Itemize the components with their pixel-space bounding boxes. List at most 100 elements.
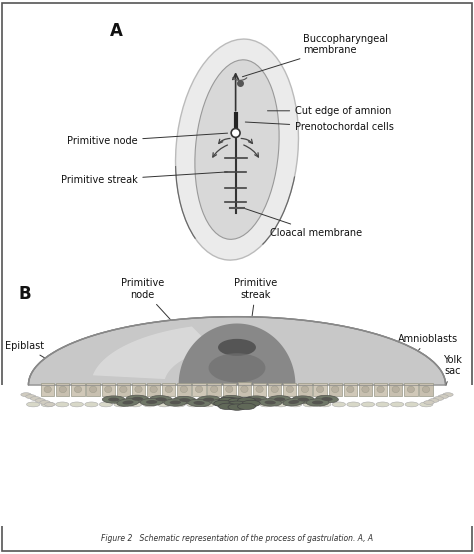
Ellipse shape: [245, 396, 267, 403]
Ellipse shape: [292, 396, 315, 403]
Polygon shape: [147, 383, 160, 396]
Ellipse shape: [201, 402, 215, 407]
Ellipse shape: [45, 402, 55, 407]
Ellipse shape: [264, 401, 276, 404]
Ellipse shape: [362, 386, 369, 393]
Ellipse shape: [117, 398, 139, 406]
Ellipse shape: [26, 394, 36, 398]
Text: Primitive node: Primitive node: [67, 133, 228, 146]
Ellipse shape: [301, 386, 309, 393]
Ellipse shape: [135, 386, 142, 393]
Ellipse shape: [424, 401, 434, 404]
Ellipse shape: [143, 402, 156, 407]
Ellipse shape: [210, 386, 218, 393]
Circle shape: [231, 129, 240, 137]
Ellipse shape: [405, 402, 419, 407]
Ellipse shape: [237, 403, 255, 409]
Ellipse shape: [409, 405, 418, 409]
Polygon shape: [71, 383, 85, 396]
Ellipse shape: [100, 402, 113, 407]
Ellipse shape: [120, 386, 127, 393]
Ellipse shape: [407, 386, 415, 393]
Text: B: B: [19, 285, 32, 303]
Polygon shape: [162, 383, 175, 396]
Text: Yolk
sac: Yolk sac: [442, 355, 462, 398]
Ellipse shape: [70, 402, 83, 407]
Text: Primitive
streak: Primitive streak: [234, 278, 278, 353]
Polygon shape: [344, 383, 357, 396]
Ellipse shape: [316, 396, 338, 403]
Ellipse shape: [376, 402, 389, 407]
Ellipse shape: [197, 396, 220, 403]
Ellipse shape: [416, 409, 425, 413]
Text: Cut edge of amnion: Cut edge of amnion: [267, 106, 392, 116]
Ellipse shape: [90, 386, 97, 393]
Ellipse shape: [423, 410, 433, 413]
Polygon shape: [179, 324, 295, 385]
Ellipse shape: [392, 386, 400, 393]
Ellipse shape: [283, 398, 305, 406]
Ellipse shape: [228, 404, 246, 411]
Ellipse shape: [164, 399, 187, 406]
Ellipse shape: [318, 402, 331, 407]
Ellipse shape: [150, 396, 172, 403]
Ellipse shape: [217, 401, 228, 404]
Ellipse shape: [170, 401, 181, 404]
Polygon shape: [268, 383, 282, 396]
Text: Primitive
node: Primitive node: [120, 278, 197, 349]
Ellipse shape: [298, 398, 309, 402]
Polygon shape: [283, 383, 296, 396]
Ellipse shape: [157, 402, 171, 407]
Ellipse shape: [74, 386, 82, 393]
Ellipse shape: [52, 408, 61, 412]
Ellipse shape: [172, 402, 185, 407]
Ellipse shape: [443, 393, 453, 397]
Ellipse shape: [377, 386, 384, 393]
Ellipse shape: [102, 396, 125, 403]
Ellipse shape: [256, 386, 263, 393]
Text: Prenotochordal cells: Prenotochordal cells: [246, 122, 394, 132]
Ellipse shape: [35, 398, 46, 402]
Ellipse shape: [187, 402, 200, 407]
Ellipse shape: [55, 402, 69, 407]
FancyBboxPatch shape: [0, 385, 474, 526]
Ellipse shape: [288, 400, 300, 404]
Ellipse shape: [427, 409, 436, 413]
Ellipse shape: [259, 399, 282, 406]
Polygon shape: [56, 383, 70, 396]
Ellipse shape: [179, 398, 191, 402]
Ellipse shape: [274, 397, 285, 401]
Ellipse shape: [422, 386, 429, 393]
Ellipse shape: [175, 39, 299, 260]
Ellipse shape: [289, 402, 302, 407]
Ellipse shape: [126, 395, 149, 403]
Ellipse shape: [211, 399, 234, 406]
Polygon shape: [41, 383, 55, 396]
Text: Primitive streak: Primitive streak: [61, 172, 228, 185]
Polygon shape: [177, 383, 191, 396]
Ellipse shape: [193, 401, 205, 405]
Ellipse shape: [271, 386, 278, 393]
Ellipse shape: [173, 396, 196, 404]
Ellipse shape: [180, 386, 188, 393]
Ellipse shape: [132, 397, 143, 401]
Ellipse shape: [195, 386, 203, 393]
Ellipse shape: [140, 398, 163, 406]
Ellipse shape: [241, 386, 248, 393]
Ellipse shape: [195, 60, 279, 239]
Ellipse shape: [361, 402, 374, 407]
Ellipse shape: [332, 402, 346, 407]
Ellipse shape: [221, 395, 244, 403]
Text: Epiblast: Epiblast: [5, 341, 76, 376]
Polygon shape: [298, 383, 311, 396]
Ellipse shape: [56, 405, 65, 409]
Ellipse shape: [419, 410, 429, 413]
Ellipse shape: [433, 397, 444, 401]
Ellipse shape: [228, 398, 246, 404]
Polygon shape: [313, 383, 327, 396]
Ellipse shape: [122, 401, 134, 404]
Ellipse shape: [108, 398, 119, 402]
Polygon shape: [238, 382, 251, 396]
Polygon shape: [253, 382, 266, 396]
Ellipse shape: [28, 317, 446, 453]
